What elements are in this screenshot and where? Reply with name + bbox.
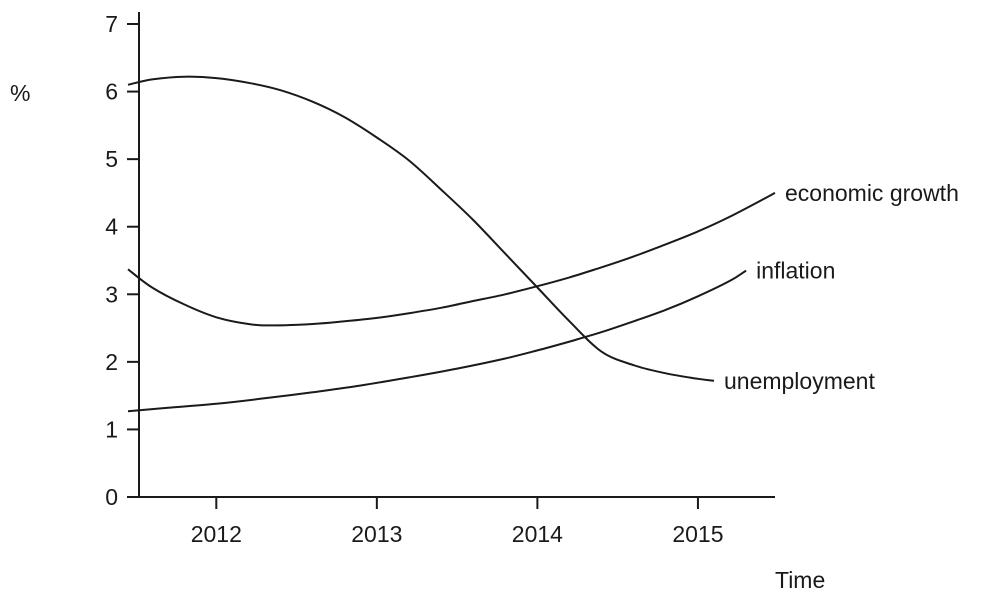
y-tick-label: 7 xyxy=(105,11,118,37)
inflation-label: inflation xyxy=(756,258,835,284)
unemployment-line xyxy=(127,75,715,382)
y-ticks: 0 1 2 3 4 5 6 7 xyxy=(105,11,139,510)
y-tick-label: 6 xyxy=(105,79,118,105)
x-tick-label: 2014 xyxy=(512,521,563,547)
x-ticks: 2012 2013 2014 2015 xyxy=(191,497,724,547)
y-axis-label: % xyxy=(10,80,30,106)
x-tick-label: 2013 xyxy=(351,521,402,547)
y-tick-label: 0 xyxy=(105,484,118,510)
economic-growth-label: economic growth xyxy=(785,180,959,206)
y-tick-label: 5 xyxy=(105,146,118,172)
series-lines xyxy=(127,75,776,413)
inflation-line xyxy=(127,269,747,413)
y-tick-label: 2 xyxy=(105,349,118,375)
y-tick-label: 1 xyxy=(105,416,118,442)
y-tick-label: 4 xyxy=(105,214,118,240)
economic-growth-line xyxy=(127,192,776,327)
series-labels: unemployment economic growth inflation xyxy=(724,180,959,394)
y-tick-label: 3 xyxy=(105,281,118,307)
unemployment-label: unemployment xyxy=(724,368,875,394)
x-tick-label: 2015 xyxy=(672,521,723,547)
x-axis-label: Time xyxy=(775,567,825,593)
x-tick-label: 2012 xyxy=(191,521,242,547)
